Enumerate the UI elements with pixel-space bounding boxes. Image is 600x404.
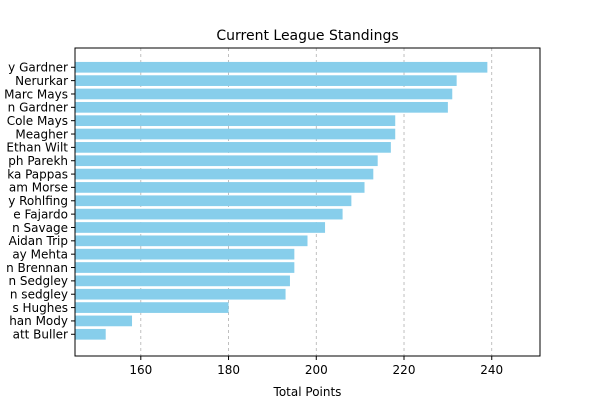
y-tick-label: am Morse	[9, 181, 68, 195]
bar	[75, 288, 286, 300]
y-tick-label: ph Parekh	[8, 154, 68, 168]
y-tick-label: e Fajardo	[13, 207, 68, 221]
y-tick-label: ka Pappas	[7, 167, 68, 181]
x-tick-label: 220	[393, 363, 416, 377]
y-tick-label: y Rohlfing	[8, 194, 68, 208]
bars	[75, 61, 488, 340]
y-tick-label: ay Mehta	[12, 247, 68, 261]
bar	[75, 88, 453, 100]
y-tick-label: han Mody	[9, 314, 68, 328]
y-tick-label: n Sedgley	[9, 274, 68, 288]
y-tick-label: Nerurkar	[15, 74, 68, 88]
bar	[75, 142, 391, 153]
bar	[75, 182, 365, 193]
bar	[75, 101, 448, 113]
bar	[75, 195, 352, 207]
y-tick-label: s Hughes	[12, 301, 68, 315]
y-tick-label: att Buller	[13, 328, 68, 342]
bar	[75, 115, 396, 127]
y-tick-label: Ethan Wilt	[6, 141, 68, 155]
y-tick-label: n sedgley	[10, 288, 68, 302]
chart-title: Current League Standings	[216, 28, 398, 44]
bar	[75, 315, 133, 327]
plot-frame	[74, 47, 541, 357]
bar	[75, 61, 488, 73]
bar	[75, 262, 295, 273]
bar	[75, 302, 229, 313]
bar	[75, 128, 396, 140]
bar	[75, 155, 378, 167]
y-tick-label: Marc Mays	[4, 87, 68, 101]
x-tick-label: 180	[217, 363, 240, 377]
x-tick-label: 240	[480, 363, 503, 377]
y-tick-label: Aidan Trip	[9, 234, 68, 248]
y-tick-label: n Savage	[12, 221, 68, 235]
x-tick-label: 200	[305, 363, 328, 377]
y-tick-label: Cole Mays	[7, 114, 68, 128]
y-tick-label: n Gardner	[8, 101, 68, 115]
bar	[75, 328, 106, 340]
x-tick-label: 160	[129, 363, 152, 377]
x-axis-label: Total Points	[273, 385, 342, 399]
x-axis-ticks: 160 180 200 220 240	[129, 356, 503, 377]
bar	[75, 275, 290, 287]
y-tick-label: n Brennan	[6, 261, 68, 275]
y-tick-label: y Gardner	[8, 61, 68, 75]
bar	[75, 168, 374, 180]
bar	[75, 222, 326, 233]
y-tick-label: Meagher	[15, 127, 68, 141]
bar	[75, 248, 295, 260]
bar	[75, 208, 343, 220]
bar	[75, 235, 308, 247]
bar	[75, 75, 457, 86]
